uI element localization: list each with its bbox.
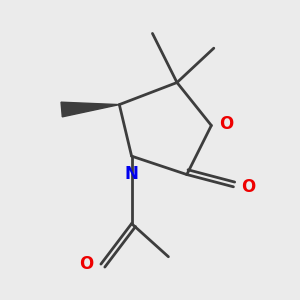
Text: O: O [241,178,255,196]
Text: O: O [79,255,94,273]
Text: N: N [125,165,139,183]
Polygon shape [61,102,119,117]
Text: O: O [219,115,233,133]
